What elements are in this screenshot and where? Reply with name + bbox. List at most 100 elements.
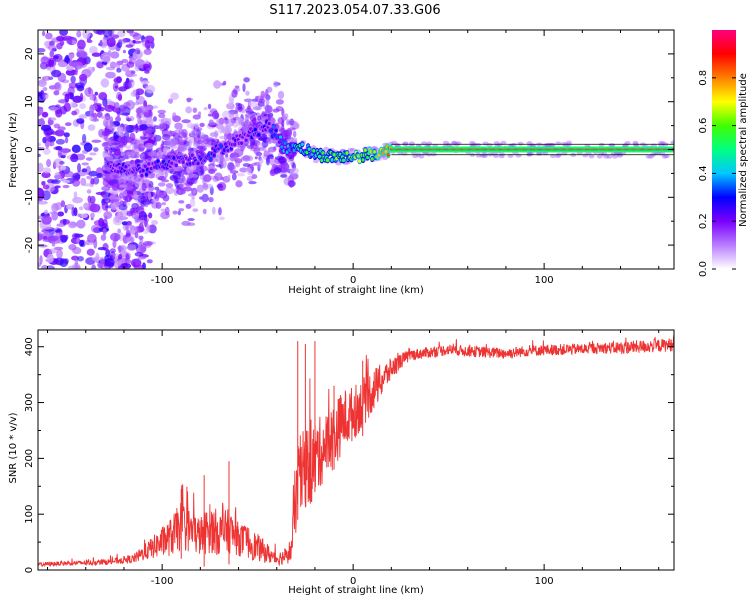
heatmap-cell	[182, 177, 187, 185]
y-tick-label: -10	[24, 189, 35, 205]
heatmap-cell	[51, 202, 59, 212]
heatmap-ridge-cell	[370, 157, 374, 161]
heatmap-cells	[38, 30, 674, 269]
heatmap-cell	[72, 196, 84, 204]
heatmap-cell	[603, 154, 610, 159]
heatmap-cell	[118, 245, 122, 253]
heatmap-ridge-cell	[267, 121, 271, 126]
heatmap-cell	[170, 92, 179, 100]
heatmap-cell	[257, 163, 262, 168]
heatmap-cell	[41, 264, 49, 269]
heatmap-cell	[102, 218, 108, 228]
heatmap-cell	[187, 222, 196, 226]
heatmap-cell	[281, 119, 285, 128]
heatmap-cell	[79, 103, 86, 110]
heatmap-cell	[41, 180, 46, 186]
heatmap-cell	[267, 112, 274, 118]
heatmap-cell	[60, 200, 66, 208]
heatmap-cell	[104, 215, 108, 222]
heatmap-cell	[147, 151, 156, 157]
heatmap-cell	[266, 86, 273, 93]
heatmap-cell	[186, 122, 193, 129]
y-tick-label: 20	[24, 48, 35, 61]
heatmap-cell	[100, 234, 107, 241]
heatmap-cell	[173, 129, 181, 137]
heatmap-cell	[89, 112, 93, 122]
heatmap-ridge-cell	[257, 133, 261, 137]
heatmap-cell	[126, 210, 133, 217]
heatmap-cell	[84, 87, 94, 97]
heatmap-cell	[92, 227, 101, 233]
heatmap-cell	[73, 61, 84, 70]
heatmap-cell	[248, 100, 257, 108]
heatmap-cell	[126, 61, 135, 68]
heatmap-cell	[89, 203, 101, 213]
heatmap-cell	[139, 152, 148, 161]
heatmap-cell	[118, 192, 124, 199]
heatmap-cell	[241, 108, 246, 114]
heatmap-ridge-cell	[140, 173, 144, 178]
heatmap-cell	[670, 140, 674, 145]
heatmap-cell	[555, 141, 562, 146]
heatmap-cell	[261, 110, 265, 117]
heatmap-cell	[174, 122, 183, 130]
heatmap-ridge-cell	[307, 147, 311, 151]
heatmap-cell	[265, 157, 271, 166]
heatmap-cell	[46, 159, 52, 168]
heatmap-cell	[147, 212, 153, 219]
heatmap-cell	[211, 206, 216, 215]
heatmap-cell	[178, 208, 185, 212]
heatmap-cell	[54, 174, 63, 180]
heatmap-cell	[77, 39, 86, 50]
heatmap-cell	[207, 103, 212, 110]
heatmap-cell	[192, 189, 197, 194]
heatmap-cell	[38, 142, 42, 147]
heatmap-cell	[114, 253, 119, 261]
colorbar-tick-label: 0.6	[698, 118, 709, 134]
heatmap-ridge-cell	[325, 158, 330, 163]
heatmap-cell	[54, 185, 61, 189]
heatmap-cell	[101, 185, 111, 192]
heatmap-cell	[41, 30, 46, 37]
heatmap-cell	[125, 79, 134, 83]
heatmap-cell	[141, 106, 150, 113]
heatmap-cell	[76, 219, 86, 229]
heatmap-cell	[141, 80, 150, 85]
heatmap-ridge-cell	[149, 166, 153, 171]
y-tick-label: 10	[24, 95, 35, 108]
heatmap-cell	[258, 98, 266, 104]
snr-panel: -100 0 100 0 100 200 300 400 Height of straight…	[8, 329, 675, 596]
heatmap-cell	[134, 231, 139, 239]
heatmap-cell	[91, 118, 100, 122]
y-tick-label: 300	[24, 393, 35, 412]
heatmap-cell	[125, 136, 131, 141]
heatmap-cell	[62, 170, 74, 178]
heatmap-cell	[126, 259, 132, 264]
heatmap-cell	[143, 48, 152, 55]
heatmap-cell	[126, 244, 137, 251]
heatmap-cell	[122, 80, 132, 90]
heatmap-cell	[71, 206, 75, 217]
heatmap-cell	[105, 71, 116, 79]
heatmap-cell	[288, 156, 295, 162]
heatmap-cell	[42, 87, 48, 92]
heatmap-cell	[102, 178, 109, 187]
heatmap-cell	[162, 133, 171, 141]
heatmap-cell	[128, 115, 135, 122]
heatmap-cell	[88, 170, 98, 177]
heatmap-cell	[237, 172, 245, 177]
heatmap-cell	[131, 149, 136, 158]
heatmap-cell	[73, 191, 78, 199]
heatmap-cell	[42, 92, 49, 100]
heatmap-cell	[38, 106, 44, 116]
heatmap-cell	[231, 157, 240, 161]
heatmap-cell	[102, 119, 108, 127]
heatmap-cell	[102, 228, 107, 236]
heatmap-cell	[262, 133, 267, 138]
heatmap-cell	[245, 107, 253, 113]
heatmap-cell	[267, 154, 275, 160]
heatmap-ylabel: Frequency (Hz)	[8, 112, 19, 188]
heatmap-ridge-cell	[209, 157, 213, 161]
heatmap-cell	[48, 235, 59, 242]
heatmap-cell	[90, 104, 98, 111]
